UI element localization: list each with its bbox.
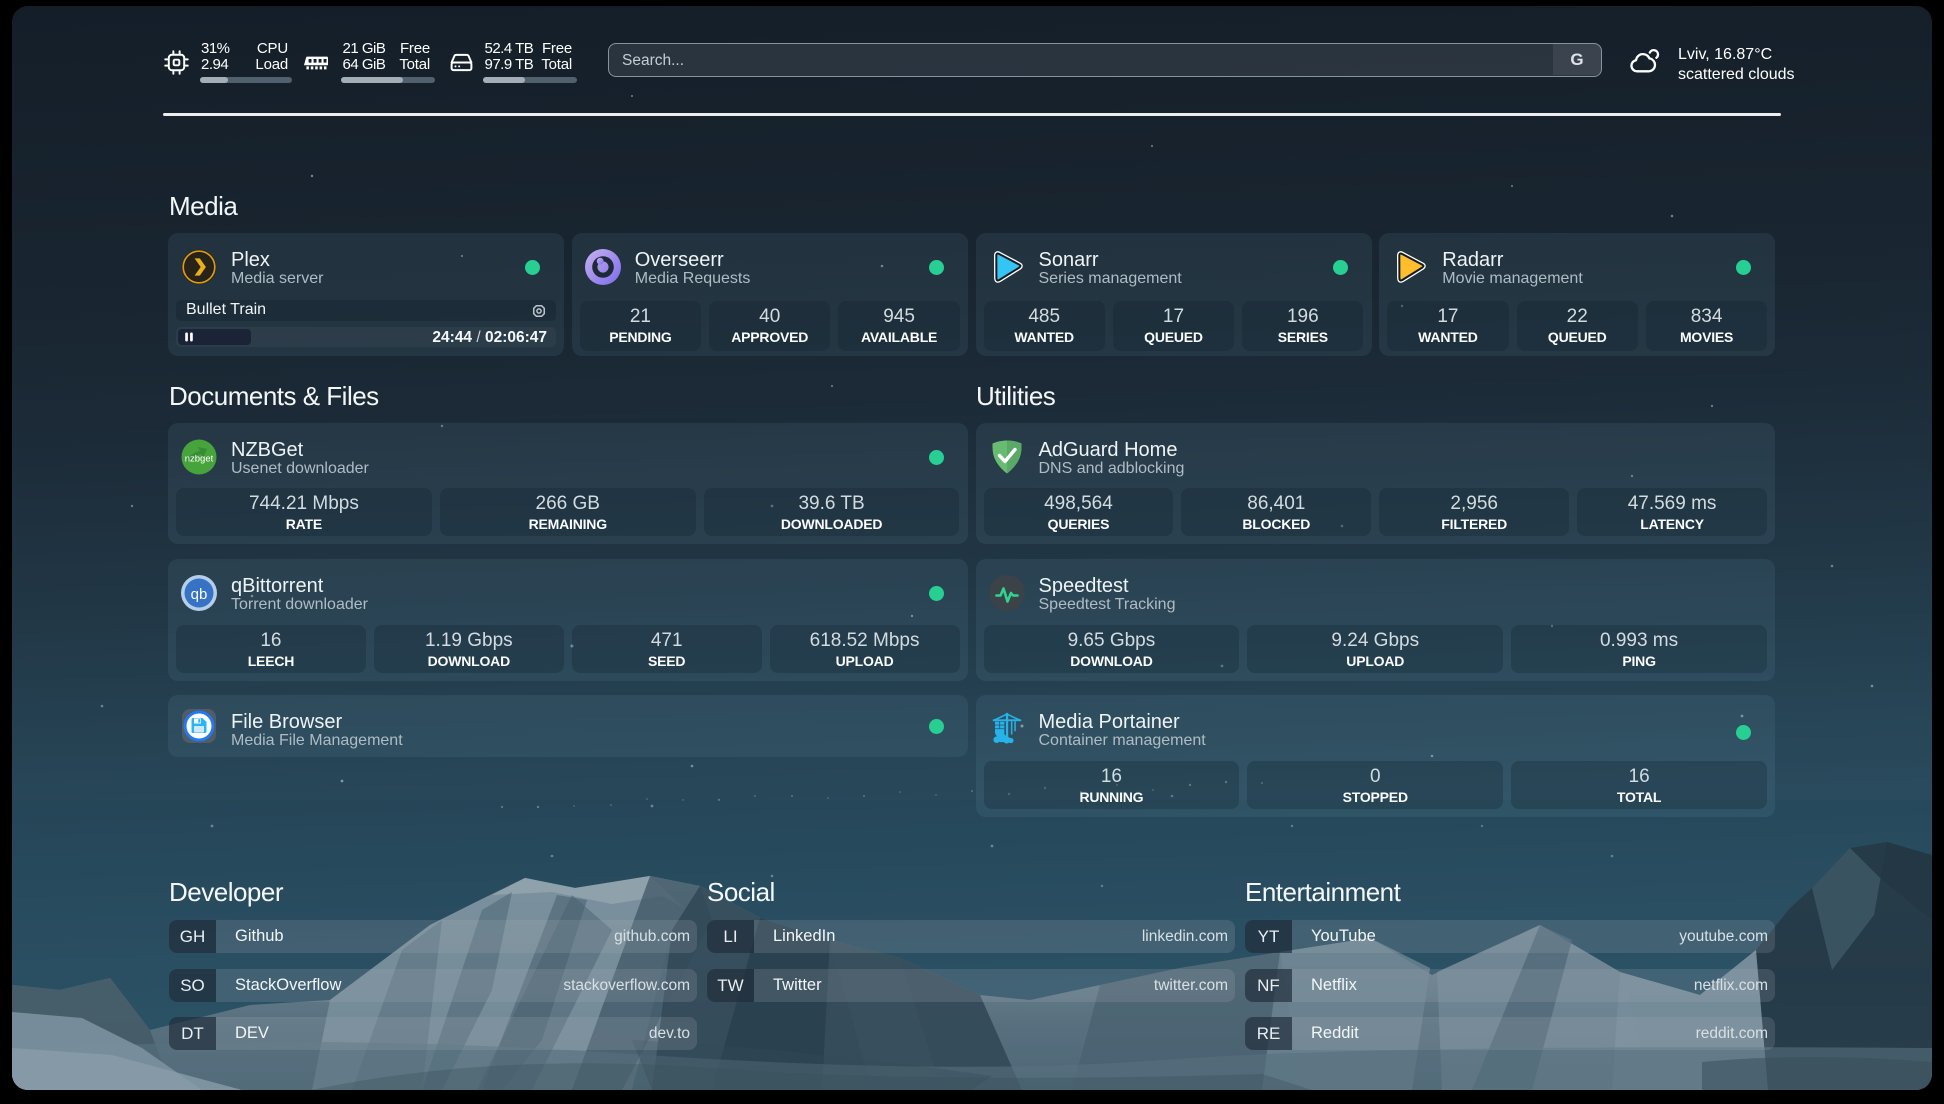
svg-text:qb: qb: [191, 586, 208, 603]
svg-text:nzbget: nzbget: [185, 454, 214, 465]
